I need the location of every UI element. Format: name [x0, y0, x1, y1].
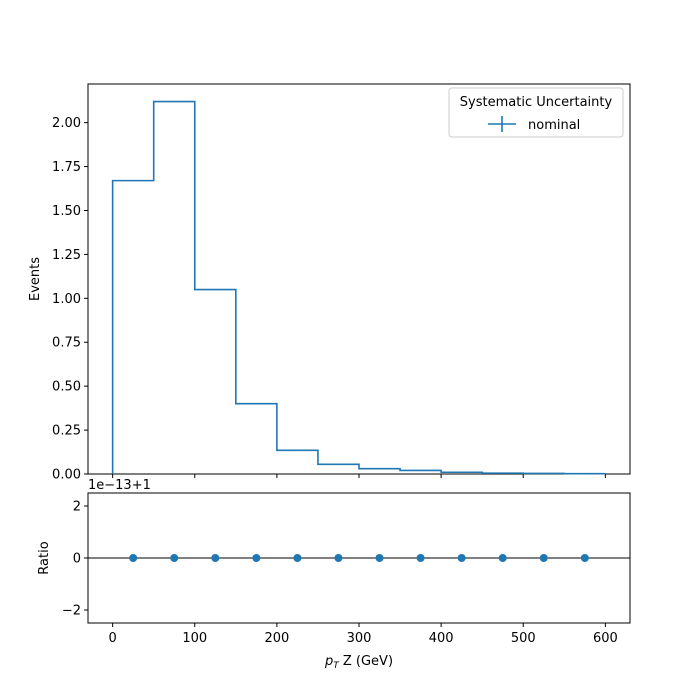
legend-marker-nominal [488, 116, 516, 132]
ratio-panel: 1e−13+1 −2 0 2 0 100 200 300 400 500 600 Ratio p… [37, 478, 631, 671]
main-y-tick-label: 0.00 [52, 468, 81, 483]
ratio-point [375, 554, 384, 562]
ratio-point [211, 554, 220, 562]
ratio-point [252, 554, 261, 562]
x-tick-label: 400 [429, 631, 454, 646]
ratio-point [293, 554, 302, 562]
x-axis-label-subscript: T [333, 661, 340, 671]
ratio-point [170, 554, 179, 562]
main-y-tick-label: 0.50 [52, 380, 81, 395]
ratio-point [457, 554, 466, 562]
x-tick-label: 300 [347, 631, 372, 646]
ratio-y-ticks: −2 0 2 [62, 500, 88, 619]
main-y-tick-label: 1.25 [52, 248, 81, 263]
x-axis-label: pT Z (GeV) [324, 654, 393, 671]
main-y-tick-label: 2.00 [52, 116, 81, 131]
ratio-point [580, 554, 589, 562]
main-y-tick-label: 1.50 [52, 204, 81, 219]
ratio-y-axis-label: Ratio [37, 541, 52, 574]
x-tick-label: 0 [108, 631, 116, 646]
main-y-tick-label: 0.25 [52, 424, 81, 439]
main-y-axis-label: Events [28, 257, 43, 301]
x-axis-label-rest: Z (GeV) [339, 654, 393, 669]
nominal-series-line [111, 100, 606, 475]
ratio-point [416, 554, 425, 562]
ratio-point [539, 554, 548, 562]
ratio-y-tick-label: 0 [73, 552, 81, 567]
x-tick-label: 200 [264, 631, 289, 646]
legend-title: Systematic Uncertainty [460, 95, 613, 110]
ratio-points [129, 554, 589, 562]
main-x-ticks [112, 474, 606, 478]
ratio-point [334, 554, 343, 562]
main-y-ticks: 0.00 0.25 0.50 0.75 1.00 1.25 1.50 1.75 2.00 [52, 116, 88, 483]
legend: Systematic Uncertainty nominal [448, 87, 624, 138]
ratio-x-ticks: 0 100 200 300 400 500 600 [108, 623, 618, 646]
main-axes-frame [87, 83, 631, 475]
main-y-tick-label: 0.75 [52, 336, 81, 351]
x-tick-label: 600 [593, 631, 618, 646]
ratio-y-tick-label: 2 [73, 500, 81, 515]
x-tick-label: 500 [511, 631, 536, 646]
x-tick-label: 100 [182, 631, 207, 646]
ratio-offset-text: 1e−13+1 [88, 478, 151, 493]
ratio-point [498, 554, 507, 562]
main-panel: 0.00 0.25 0.50 0.75 1.00 1.25 1.50 1.75 2.00 Eve… [28, 83, 631, 483]
main-y-tick-label: 1.00 [52, 292, 81, 307]
x-axis-label-p: p [324, 654, 333, 669]
ratio-point [129, 554, 138, 562]
ratio-y-tick-label: −2 [62, 604, 81, 619]
legend-entry-nominal: nominal [528, 118, 580, 133]
main-y-tick-label: 1.75 [52, 160, 81, 175]
